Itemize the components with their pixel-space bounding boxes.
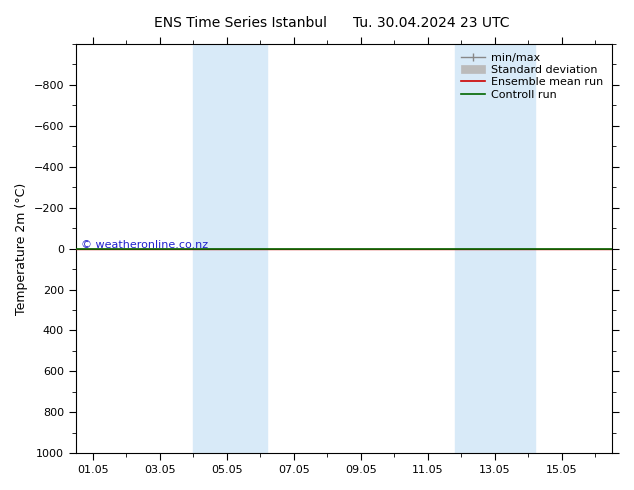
Bar bbox=[193, 44, 267, 453]
Text: Tu. 30.04.2024 23 UTC: Tu. 30.04.2024 23 UTC bbox=[353, 16, 509, 30]
Text: © weatheronline.co.nz: © weatheronline.co.nz bbox=[81, 240, 209, 249]
Text: ENS Time Series Istanbul: ENS Time Series Istanbul bbox=[155, 16, 327, 30]
Legend: min/max, Standard deviation, Ensemble mean run, Controll run: min/max, Standard deviation, Ensemble me… bbox=[458, 49, 607, 103]
Bar bbox=[455, 44, 535, 453]
Y-axis label: Temperature 2m (°C): Temperature 2m (°C) bbox=[15, 182, 28, 315]
